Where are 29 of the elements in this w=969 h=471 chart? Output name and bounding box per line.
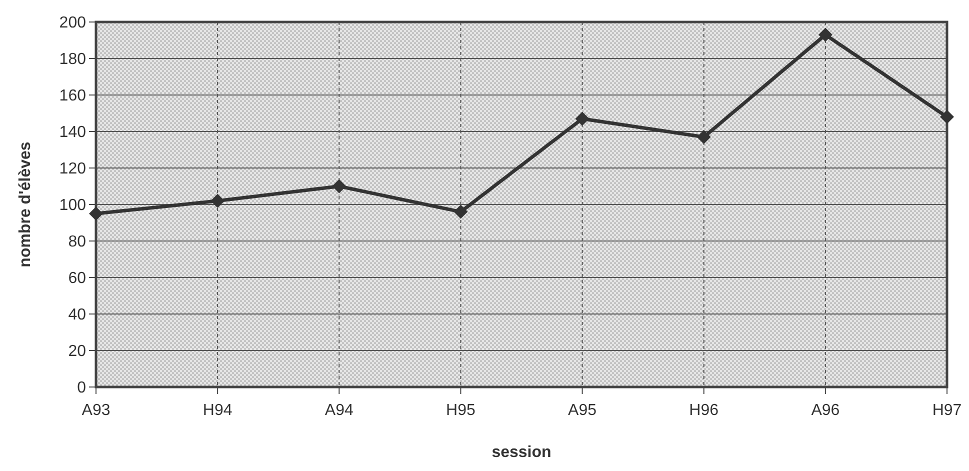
point xyxy=(454,204,468,219)
x-tick-label: A95 xyxy=(568,402,597,419)
y-axis-title: nombre d'élèves xyxy=(17,142,34,268)
x-tick-label: A94 xyxy=(324,402,354,419)
y-tick-label: 120 xyxy=(59,160,86,178)
point xyxy=(940,110,954,124)
x-tick-label: H96 xyxy=(689,402,719,419)
x-tick-label: H97 xyxy=(932,402,962,419)
point xyxy=(89,206,103,221)
y-tick-label: 80 xyxy=(68,234,86,251)
x-tick-label: H94 xyxy=(202,402,232,419)
y-tick-label: 0 xyxy=(77,380,86,397)
point xyxy=(696,130,711,144)
y-tick-label: 100 xyxy=(59,197,86,214)
point xyxy=(575,112,590,126)
y-tick-label: 140 xyxy=(59,124,86,142)
y-tick-label: 40 xyxy=(68,306,86,324)
y-tick-label: 200 xyxy=(59,14,86,32)
x-axis-title: session xyxy=(492,444,552,461)
x-tick-label: A93 xyxy=(82,402,110,419)
point xyxy=(210,194,225,208)
point xyxy=(332,179,346,194)
x-tick-label: A96 xyxy=(811,402,840,419)
y-tick-label: 180 xyxy=(59,51,86,68)
x-tick-label: H95 xyxy=(446,402,476,419)
y-tick-label: 60 xyxy=(68,270,86,288)
y-tick-label: 160 xyxy=(59,88,86,105)
point xyxy=(818,28,832,42)
y-tick-label: 20 xyxy=(68,343,86,360)
